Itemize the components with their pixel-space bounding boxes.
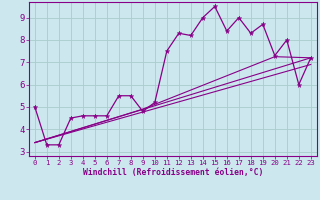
X-axis label: Windchill (Refroidissement éolien,°C): Windchill (Refroidissement éolien,°C)	[83, 168, 263, 177]
